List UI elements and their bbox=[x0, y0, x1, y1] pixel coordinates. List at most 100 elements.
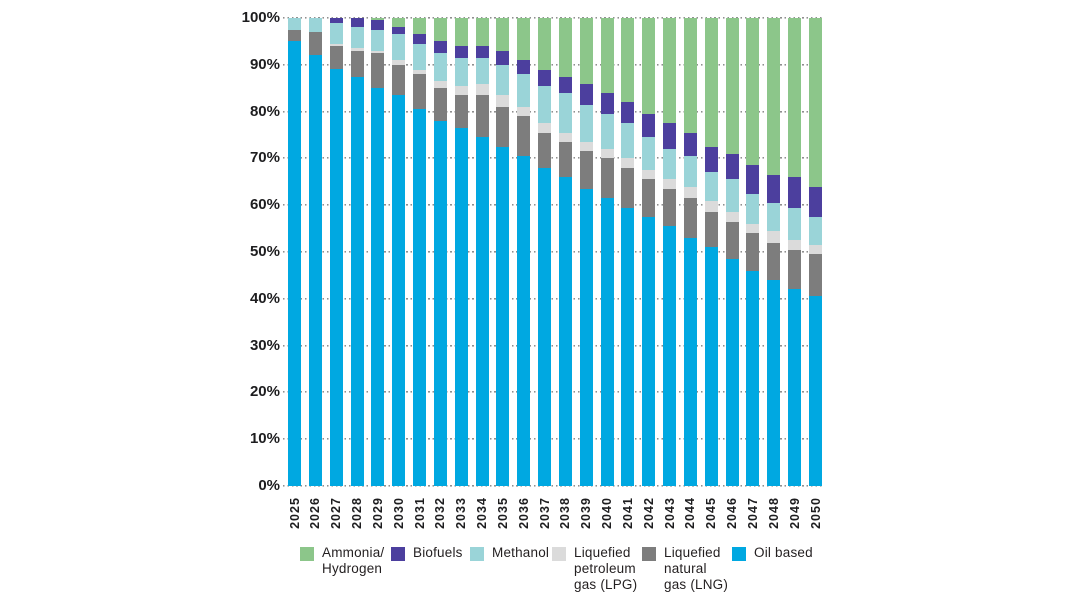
x-tick-label-2032: 2032 bbox=[433, 497, 448, 529]
bar-2030 bbox=[392, 18, 406, 486]
x-tick-label-2028: 2028 bbox=[350, 497, 365, 529]
bar-2034 bbox=[475, 18, 489, 486]
segment-2035-biofuels bbox=[496, 50, 510, 65]
segment-2048-biofuels bbox=[767, 174, 781, 203]
segment-2046-biofuels bbox=[725, 153, 739, 180]
segment-2037-biofuels bbox=[538, 69, 552, 86]
segment-2042-methanol bbox=[642, 137, 656, 171]
segment-2050-liquefied-petroleum-gas-lpg- bbox=[809, 245, 822, 255]
bar-2044 bbox=[683, 18, 697, 486]
segment-2043-oil-based bbox=[663, 226, 677, 486]
segment-2041-biofuels bbox=[621, 102, 635, 124]
segment-2037-ammonia-hydrogen bbox=[538, 18, 552, 70]
segment-2049-ammonia-hydrogen bbox=[788, 18, 802, 178]
x-tick-label-2031: 2031 bbox=[412, 497, 427, 529]
legend-label: Liquefied petroleum gas (LPG) bbox=[574, 545, 638, 592]
segment-2032-liquefied-natural-gas-lng- bbox=[433, 88, 447, 121]
segment-2050-ammonia-hydrogen bbox=[809, 18, 822, 187]
segment-2036-biofuels bbox=[517, 60, 531, 75]
segment-2045-biofuels bbox=[704, 146, 718, 173]
bar-2026 bbox=[308, 18, 322, 486]
legend: Ammonia/Hydrogen Biofuels Methanol Liquefie… bbox=[0, 545, 1068, 605]
segment-2032-biofuels bbox=[433, 41, 447, 54]
segment-2038-ammonia-hydrogen bbox=[558, 18, 572, 77]
segment-2036-ammonia-hydrogen bbox=[517, 18, 531, 61]
segment-2033-oil-based bbox=[454, 127, 468, 486]
segment-2027-liquefied-petroleum-gas-lpg- bbox=[329, 43, 343, 47]
segment-2035-liquefied-natural-gas-lng- bbox=[496, 106, 510, 147]
segment-2044-liquefied-petroleum-gas-lpg- bbox=[683, 186, 697, 199]
legend-label: Liquefied natural gas (LNG) bbox=[664, 545, 729, 592]
segment-2033-ammonia-hydrogen bbox=[454, 18, 468, 47]
segment-2042-oil-based bbox=[642, 216, 656, 486]
segment-2045-liquefied-petroleum-gas-lpg- bbox=[704, 200, 718, 213]
x-tick-label-2045: 2045 bbox=[704, 497, 719, 529]
segment-2046-methanol bbox=[725, 179, 739, 213]
segment-2050-liquefied-natural-gas-lng- bbox=[809, 254, 822, 297]
segment-2032-ammonia-hydrogen bbox=[433, 18, 447, 42]
bar-2050 bbox=[809, 18, 822, 486]
segment-2037-oil-based bbox=[538, 167, 552, 486]
segment-2050-methanol bbox=[809, 216, 822, 245]
segment-2039-biofuels bbox=[579, 83, 593, 105]
segment-2040-ammonia-hydrogen bbox=[600, 18, 614, 93]
segment-2045-oil-based bbox=[704, 247, 718, 486]
plot-area bbox=[283, 17, 823, 487]
segment-2035-liquefied-petroleum-gas-lpg- bbox=[496, 95, 510, 107]
legend-label: Biofuels bbox=[413, 545, 463, 560]
gridline-10 bbox=[283, 438, 823, 441]
segment-2035-oil-based bbox=[496, 146, 510, 486]
segment-2034-methanol bbox=[475, 57, 489, 84]
segment-2029-oil-based bbox=[371, 88, 385, 486]
legend-swatch bbox=[300, 547, 314, 561]
segment-2042-liquefied-petroleum-gas-lpg- bbox=[642, 170, 656, 180]
segment-2027-liquefied-natural-gas-lng- bbox=[329, 46, 343, 70]
segment-2047-methanol bbox=[746, 193, 760, 224]
legend-item-oil-based: Oil based bbox=[732, 545, 813, 561]
segment-2049-liquefied-natural-gas-lng- bbox=[788, 249, 802, 290]
gridline-100 bbox=[283, 17, 823, 19]
x-tick-label-2027: 2027 bbox=[329, 497, 344, 529]
segment-2032-liquefied-petroleum-gas-lpg- bbox=[433, 81, 447, 89]
segment-2034-liquefied-natural-gas-lng- bbox=[475, 95, 489, 138]
legend-swatch bbox=[732, 547, 746, 561]
segment-2046-oil-based bbox=[725, 259, 739, 486]
bar-2045 bbox=[704, 18, 718, 486]
bar-2042 bbox=[642, 18, 656, 486]
segment-2034-liquefied-petroleum-gas-lpg- bbox=[475, 83, 489, 96]
segment-2031-liquefied-petroleum-gas-lpg- bbox=[413, 69, 427, 75]
segment-2050-biofuels bbox=[809, 186, 822, 217]
segment-2044-biofuels bbox=[683, 132, 697, 157]
x-tick-label-2025: 2025 bbox=[287, 497, 302, 529]
fuel-mix-stacked-bar-chart: 0% 10% 20% 30% 40% 50% 60% 70% 80% 90% 100% 2025 20… bbox=[242, 9, 823, 592]
segment-2030-oil-based bbox=[392, 95, 406, 486]
segment-2040-liquefied-natural-gas-lng- bbox=[600, 158, 614, 199]
y-tick-label-90: 90% bbox=[249, 55, 280, 73]
segment-2036-liquefied-petroleum-gas-lpg- bbox=[517, 106, 531, 117]
x-tick-label-2043: 2043 bbox=[662, 497, 677, 529]
segment-2030-methanol bbox=[392, 34, 406, 61]
bar-2049 bbox=[788, 18, 802, 486]
segment-2034-ammonia-hydrogen bbox=[475, 18, 489, 47]
segment-2028-biofuels bbox=[350, 18, 364, 28]
bar-2033 bbox=[454, 18, 468, 486]
segment-2046-ammonia-hydrogen bbox=[725, 18, 739, 154]
x-tick-label-2048: 2048 bbox=[766, 497, 781, 529]
segment-2041-oil-based bbox=[621, 207, 635, 486]
segment-2028-liquefied-natural-gas-lng- bbox=[350, 50, 364, 77]
segment-2039-liquefied-petroleum-gas-lpg- bbox=[579, 142, 593, 152]
segment-2030-liquefied-petroleum-gas-lpg- bbox=[392, 60, 406, 65]
x-tick-label-2033: 2033 bbox=[454, 497, 469, 529]
bar-2046 bbox=[725, 18, 739, 486]
y-tick-label-60: 60% bbox=[249, 196, 280, 214]
segment-2037-liquefied-petroleum-gas-lpg- bbox=[538, 123, 552, 133]
segment-2029-biofuels bbox=[371, 20, 385, 30]
gridline-20 bbox=[283, 391, 823, 394]
legend-item-ammonia-hydrogen: Ammonia/Hydrogen bbox=[300, 545, 384, 577]
y-tick-label-0: 0% bbox=[258, 477, 280, 494]
x-tick-label-2029: 2029 bbox=[370, 497, 385, 529]
segment-2031-liquefied-natural-gas-lng- bbox=[413, 74, 427, 110]
segment-2040-liquefied-petroleum-gas-lpg- bbox=[600, 149, 614, 159]
segment-2033-biofuels bbox=[454, 46, 468, 58]
segment-2029-liquefied-natural-gas-lng- bbox=[371, 53, 385, 89]
